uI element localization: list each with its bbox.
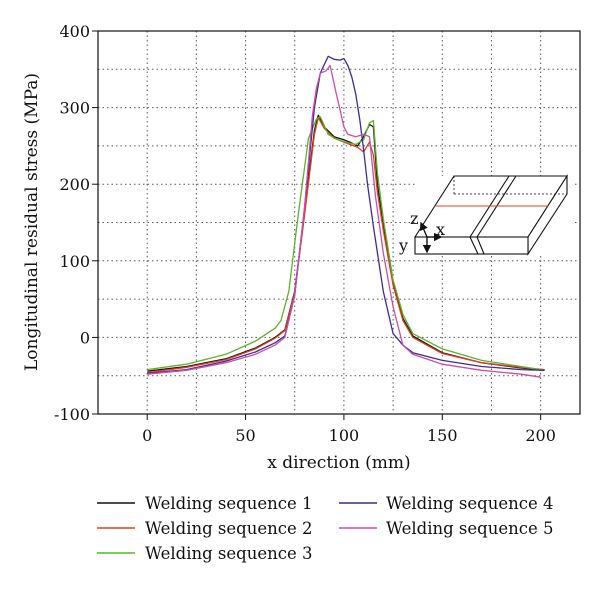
y-tick-label: 200 — [59, 175, 90, 194]
y-tick-label: 0 — [80, 328, 90, 347]
x-tick-label: 0 — [142, 426, 152, 445]
y-axis: -100 0 100 200 300 400 — [54, 22, 98, 424]
x-tick-label: 150 — [427, 426, 458, 445]
x-tick-label: 50 — [235, 426, 255, 445]
plot-frame — [97, 30, 581, 415]
y-tick-label: 100 — [59, 252, 90, 271]
x-tick-label: 100 — [329, 426, 360, 445]
x-axis: 0 50 100 150 200 — [142, 414, 556, 445]
x-tick-label: 200 — [525, 426, 556, 445]
y-axis-title: Longitudinal residual stress (MPa) — [22, 73, 42, 371]
series-line-3 — [147, 116, 545, 371]
series-line-5 — [147, 64, 541, 378]
y-tick-label: -100 — [54, 405, 90, 424]
legend-label-2: Welding sequence 2 — [145, 519, 313, 538]
svg-text:x: x — [436, 220, 445, 239]
y-tick-label: 300 — [59, 99, 90, 118]
x-axis-title: x direction (mm) — [267, 453, 410, 473]
legend-label-3: Welding sequence 3 — [145, 544, 313, 563]
svg-text:z: z — [410, 209, 418, 228]
legend: Welding sequence 1 Welding sequence 2 Weld… — [97, 494, 554, 563]
series-line-2 — [147, 116, 545, 374]
weld-plate-schematic-icon: z x y — [398, 174, 575, 256]
y-tick-label: 400 — [59, 22, 90, 41]
legend-label-5: Welding sequence 5 — [386, 519, 554, 538]
svg-text:y: y — [398, 236, 408, 255]
series-lines — [147, 55, 545, 378]
legend-label-4: Welding sequence 4 — [386, 494, 554, 513]
legend-label-1: Welding sequence 1 — [145, 494, 313, 513]
